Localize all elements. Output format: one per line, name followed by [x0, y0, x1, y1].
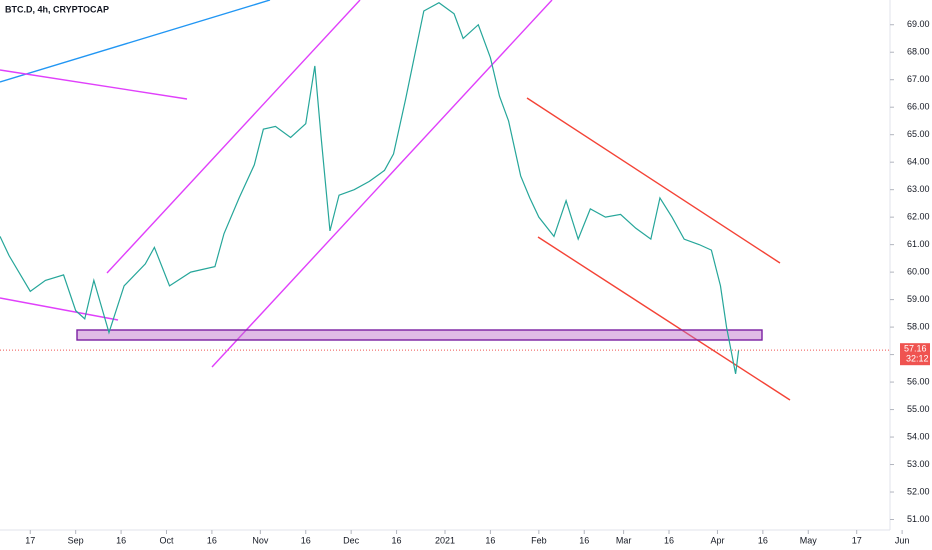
support-zone [76, 329, 763, 341]
x-tick-label: 16 [664, 535, 674, 545]
x-tick-label: Dec [343, 535, 360, 545]
y-tick-label: 56.00 [907, 376, 930, 386]
x-tick-label: 16 [301, 535, 311, 545]
y-tick-label: 54.00 [907, 431, 930, 441]
chart-title: BTC.D, 4h, CRYPTOCAP [5, 4, 109, 14]
x-tick-label: 17 [25, 535, 35, 545]
trend-line [0, 69, 188, 100]
y-tick-label: 69.00 [907, 19, 930, 29]
y-tick-label: 65.00 [907, 129, 930, 139]
last-price-box [900, 343, 930, 366]
y-tick-label: 63.00 [907, 184, 930, 194]
y-tick-label: 62.00 [907, 212, 930, 222]
trend-line [0, 0, 271, 83]
countdown-label: 32:12 [906, 354, 929, 364]
y-tick-label: 52.00 [907, 486, 930, 496]
x-tick-label: Sep [68, 535, 84, 545]
y-tick-label: 66.00 [907, 102, 930, 112]
channel-line [211, 0, 553, 368]
x-tick-label: Oct [159, 535, 174, 545]
x-tick-label: Jun [895, 535, 910, 545]
x-tick-label: 16 [116, 535, 126, 545]
x-tick-label: Feb [531, 535, 547, 545]
y-tick-label: 64.00 [907, 157, 930, 167]
x-tick-label: May [800, 535, 818, 545]
y-tick-label: 67.00 [907, 74, 930, 84]
drawings [0, 0, 791, 401]
trend-line [0, 297, 119, 321]
y-tick-label: 55.00 [907, 404, 930, 414]
channel-line [526, 97, 781, 264]
x-tick-label: Apr [710, 535, 724, 545]
x-tick-label: 17 [852, 535, 862, 545]
y-tick-label: 60.00 [907, 266, 930, 276]
x-tick-label: 2021 [435, 535, 455, 545]
y-tick-label: 58.00 [907, 321, 930, 331]
channel-line [537, 236, 791, 401]
channel-line [106, 0, 361, 274]
y-tick-label: 68.00 [907, 47, 930, 57]
y-tick-label: 53.00 [907, 459, 930, 469]
x-tick-label: Mar [616, 535, 632, 545]
x-tick-label: 16 [207, 535, 217, 545]
x-tick-label: 16 [392, 535, 402, 545]
x-tick-label: Nov [252, 535, 269, 545]
y-tick-label: 61.00 [907, 239, 930, 249]
last-price-label: 57.16 [904, 344, 927, 354]
x-tick-label: 16 [485, 535, 495, 545]
y-tick-label: 59.00 [907, 294, 930, 304]
y-tick-label: 51.00 [907, 514, 930, 524]
x-tick-label: 16 [758, 535, 768, 545]
price-line [0, 2, 740, 374]
x-tick-label: 16 [579, 535, 589, 545]
